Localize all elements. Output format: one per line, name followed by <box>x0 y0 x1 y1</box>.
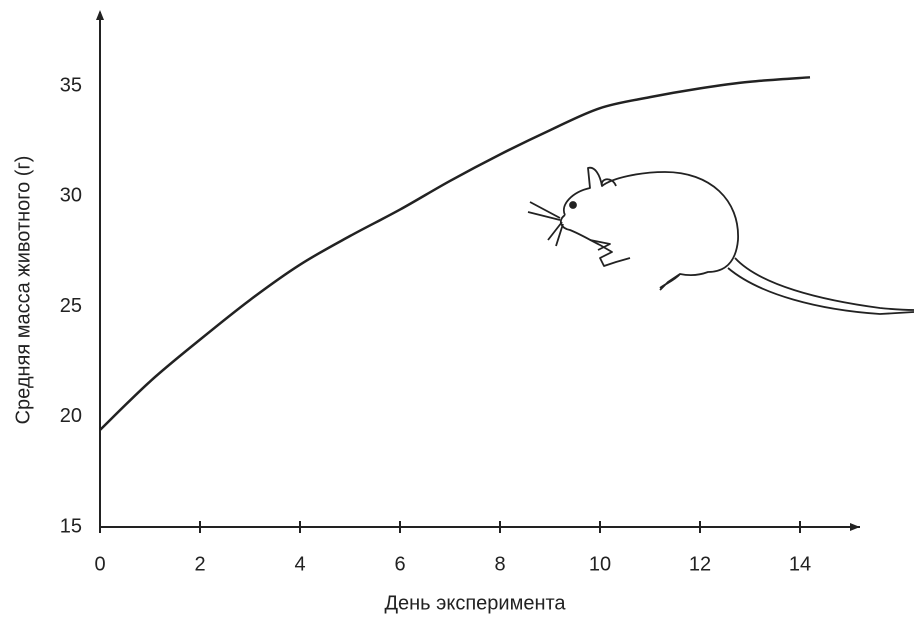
mouse-illustration <box>527 166 914 315</box>
x-tick-label: 4 <box>294 553 305 575</box>
y-tick-label: 30 <box>60 185 82 207</box>
x-tick-label: 2 <box>194 553 205 575</box>
x-tick-label: 8 <box>494 553 505 575</box>
y-axis-arrow <box>96 10 104 20</box>
y-tick-label: 20 <box>60 405 82 427</box>
x-tick-label: 12 <box>689 553 711 575</box>
x-axis-label: День эксперимента <box>384 592 566 614</box>
x-tick-label: 10 <box>589 553 611 575</box>
line <box>99 76 811 431</box>
x-axis-arrow <box>850 523 860 531</box>
x-tick-label: 14 <box>789 553 811 575</box>
y-tick-label: 15 <box>60 515 82 537</box>
y-tick-label: 35 <box>60 74 82 96</box>
y-axis-label: Средняя масса животного (г) <box>12 156 34 425</box>
x-tick-label: 6 <box>394 553 405 575</box>
x-tick-label: 0 <box>94 553 105 575</box>
y-tick-label: 25 <box>60 295 82 317</box>
